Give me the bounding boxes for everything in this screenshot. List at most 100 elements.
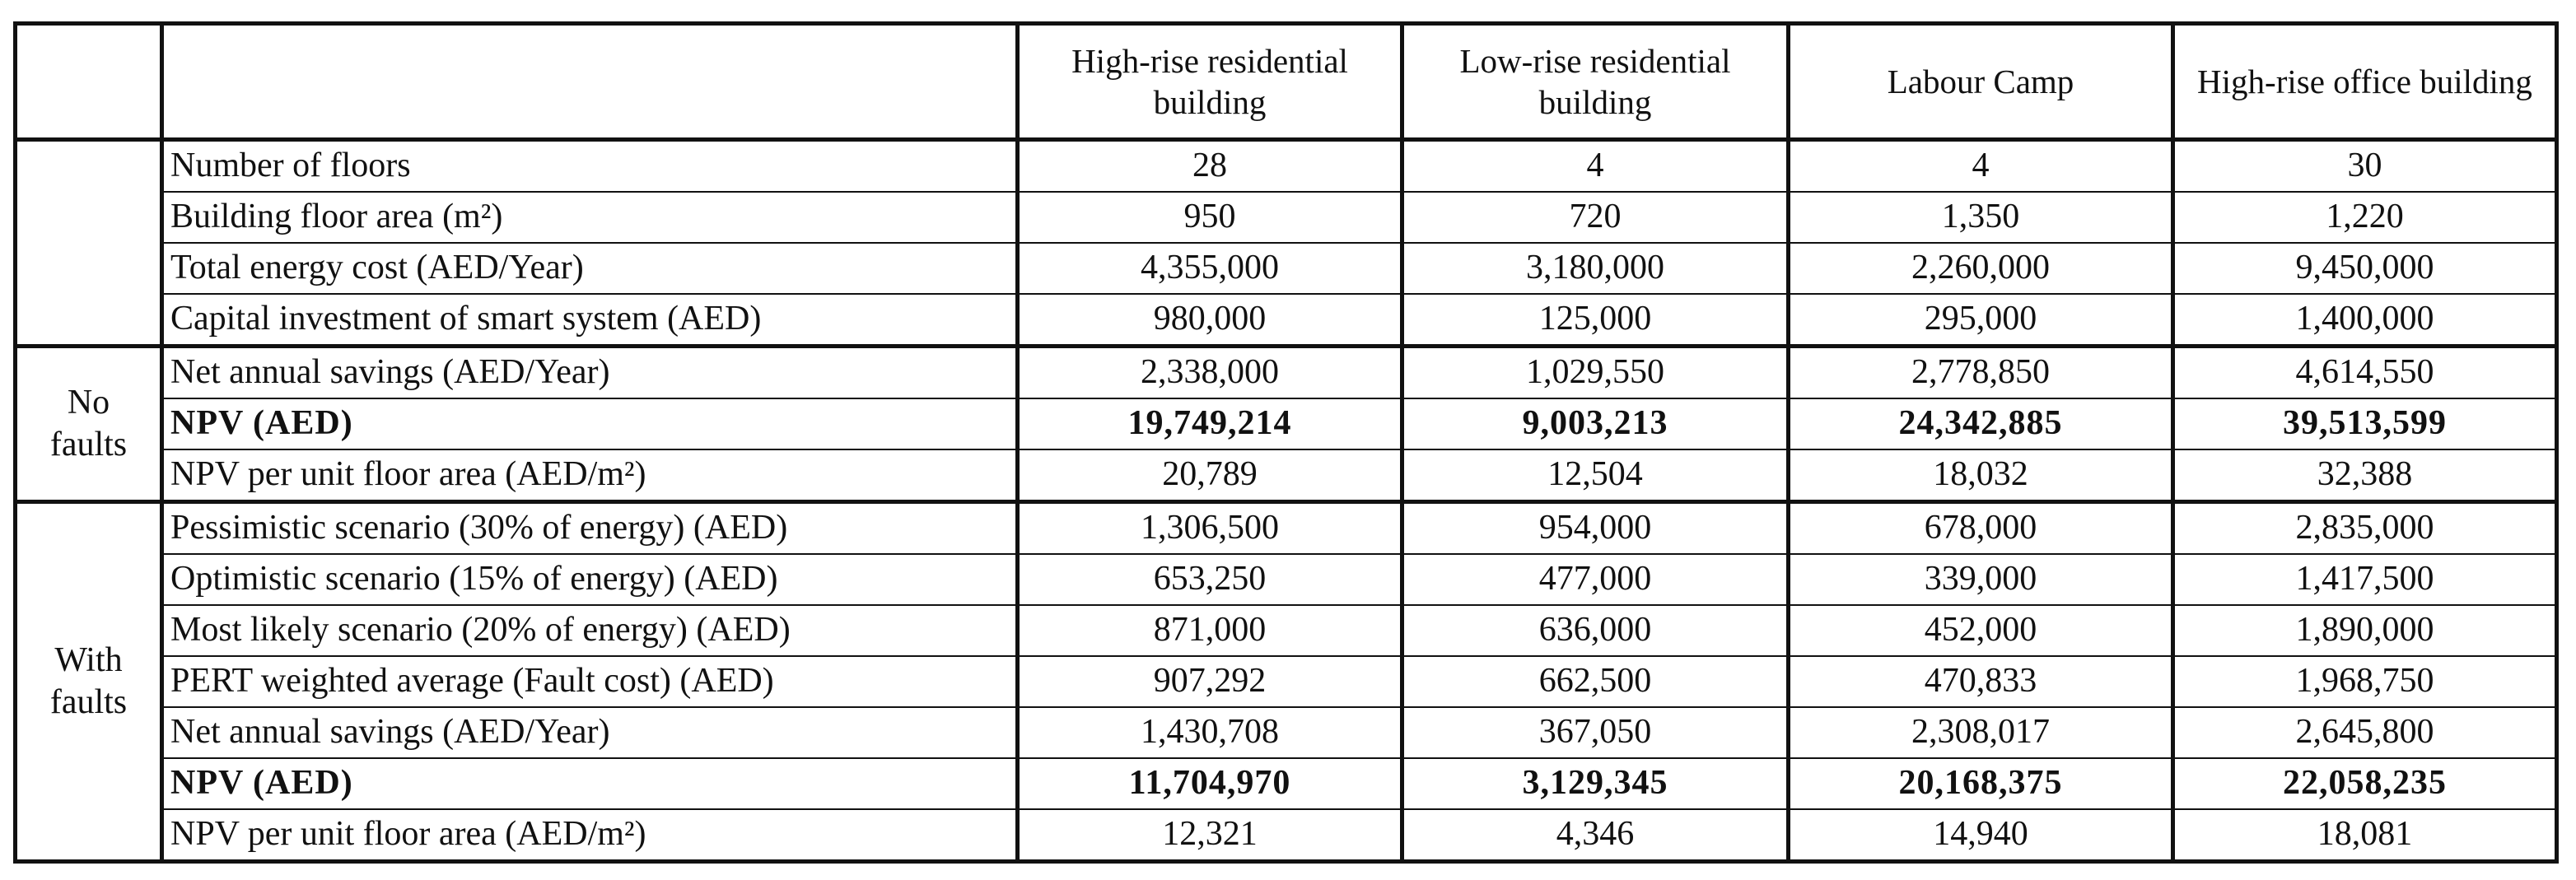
cell-value: 2,308,017 bbox=[1786, 706, 2175, 759]
header-corner bbox=[13, 23, 164, 142]
cell-value: 907,292 bbox=[1015, 655, 1404, 708]
row-label: NPV (AED) bbox=[160, 757, 1020, 810]
cell-value: 2,338,000 bbox=[1015, 344, 1404, 399]
row-label: Total energy cost (AED/Year) bbox=[160, 242, 1020, 295]
cell-value: 125,000 bbox=[1400, 293, 1790, 347]
table-row: Most likely scenario (20% of energy) (AE… bbox=[16, 604, 2559, 657]
cell-value: 20,168,375 bbox=[1786, 757, 2175, 810]
cell-value: 18,032 bbox=[1786, 449, 2175, 503]
cell-value: 24,342,885 bbox=[1786, 398, 2175, 450]
cell-value: 470,833 bbox=[1786, 655, 2175, 708]
cell-value: 950 bbox=[1015, 191, 1404, 244]
cell-value: 12,321 bbox=[1015, 808, 1404, 863]
row-label: Building floor area (m²) bbox=[160, 191, 1020, 244]
cell-value: 477,000 bbox=[1400, 553, 1790, 606]
cell-value: 3,180,000 bbox=[1400, 242, 1790, 295]
row-label: Capital investment of smart system (AED) bbox=[160, 293, 1020, 347]
table-wrapper: High-rise residential building Low-rise r… bbox=[13, 21, 2559, 864]
cell-value: 32,388 bbox=[2171, 449, 2559, 503]
cell-value: 4 bbox=[1786, 137, 2175, 193]
cell-value: 653,250 bbox=[1015, 553, 1404, 606]
group-label: With faults bbox=[13, 500, 164, 864]
cell-value: 2,260,000 bbox=[1786, 242, 2175, 295]
cell-value: 2,835,000 bbox=[2171, 500, 2559, 555]
cell-value: 39,513,599 bbox=[2171, 398, 2559, 450]
cell-value: 1,400,000 bbox=[2171, 293, 2559, 347]
cell-value: 678,000 bbox=[1786, 500, 2175, 555]
column-header: High-rise office building bbox=[2171, 23, 2559, 142]
cell-value: 1,220 bbox=[2171, 191, 2559, 244]
row-label: Number of floors bbox=[160, 137, 1020, 193]
cell-value: 1,306,500 bbox=[1015, 500, 1404, 555]
group-label-text: With faults bbox=[49, 640, 128, 721]
cell-value: 339,000 bbox=[1786, 553, 2175, 606]
row-label: NPV per unit floor area (AED/m²) bbox=[160, 808, 1020, 863]
table-row: NPV per unit floor area (AED/m²) 20,789 12… bbox=[16, 449, 2559, 503]
cell-value: 1,890,000 bbox=[2171, 604, 2559, 657]
table-row: Capital investment of smart system (AED)… bbox=[16, 293, 2559, 347]
table-row: Building floor area (m²) 950 720 1,350 1,220 bbox=[16, 191, 2559, 244]
cell-value: 4 bbox=[1400, 137, 1790, 193]
table-row: Optimistic scenario (15% of energy) (AED… bbox=[16, 553, 2559, 606]
group-label-text: No faults bbox=[49, 383, 128, 463]
row-label: Net annual savings (AED/Year) bbox=[160, 706, 1020, 759]
header-row: High-rise residential building Low-rise r… bbox=[13, 23, 2559, 142]
cell-value: 4,346 bbox=[1400, 808, 1790, 863]
cell-value: 19,749,214 bbox=[1015, 398, 1404, 450]
group-label: No faults bbox=[13, 344, 164, 504]
table-row: NPV per unit floor area (AED/m²) 12,321 4,… bbox=[16, 808, 2559, 863]
table-row: NPV (AED) 19,749,214 9,003,213 24,342,885 39… bbox=[16, 398, 2559, 450]
table-row: With faults Pessimistic scenario (30% of … bbox=[13, 500, 2559, 864]
row-label: NPV per unit floor area (AED/m²) bbox=[160, 449, 1020, 503]
table-row: No faults Net annual savings (AED/Year) 2,… bbox=[13, 344, 2559, 504]
header-corner bbox=[160, 23, 1020, 142]
cell-value: 662,500 bbox=[1400, 655, 1790, 708]
cell-value: 1,029,550 bbox=[1400, 344, 1790, 399]
table-row: PERT weighted average (Fault cost) (AED)… bbox=[16, 655, 2559, 708]
cell-value: 636,000 bbox=[1400, 604, 1790, 657]
cell-value: 295,000 bbox=[1786, 293, 2175, 347]
cell-value: 1,430,708 bbox=[1015, 706, 1404, 759]
cell-value: 9,450,000 bbox=[2171, 242, 2559, 295]
cell-value: 18,081 bbox=[2171, 808, 2559, 863]
cell-value: 452,000 bbox=[1786, 604, 2175, 657]
column-header: High-rise residential building bbox=[1015, 23, 1404, 142]
column-header: Low-rise residential building bbox=[1400, 23, 1790, 142]
row-label: NPV (AED) bbox=[160, 398, 1020, 450]
row-label: PERT weighted average (Fault cost) (AED) bbox=[160, 655, 1020, 708]
cell-value: 2,645,800 bbox=[2171, 706, 2559, 759]
table-head: High-rise residential building Low-rise r… bbox=[13, 23, 2559, 142]
cell-value: 871,000 bbox=[1015, 604, 1404, 657]
cell-value: 4,614,550 bbox=[2171, 344, 2559, 399]
results-table: High-rise residential building Low-rise r… bbox=[13, 21, 2559, 864]
cell-value: 14,940 bbox=[1786, 808, 2175, 863]
cell-value: 1,417,500 bbox=[2171, 553, 2559, 606]
table-row: Net annual savings (AED/Year) 1,430,708 36… bbox=[16, 706, 2559, 759]
row-label: Optimistic scenario (15% of energy) (AED… bbox=[160, 553, 1020, 606]
cell-value: 720 bbox=[1400, 191, 1790, 244]
cell-value: 980,000 bbox=[1015, 293, 1404, 347]
cell-value: 1,350 bbox=[1786, 191, 2175, 244]
cell-value: 11,704,970 bbox=[1015, 757, 1404, 810]
column-header: Labour Camp bbox=[1786, 23, 2175, 142]
cell-value: 367,050 bbox=[1400, 706, 1790, 759]
table-body: Number of floors 28 4 4 30 Building floor are… bbox=[13, 137, 2559, 864]
cell-value: 954,000 bbox=[1400, 500, 1790, 555]
cell-value: 20,789 bbox=[1015, 449, 1404, 503]
table-row: Total energy cost (AED/Year) 4,355,000 3,1… bbox=[16, 242, 2559, 295]
cell-value: 28 bbox=[1015, 137, 1404, 193]
row-label: Pessimistic scenario (30% of energy) (AE… bbox=[160, 500, 1020, 555]
cell-value: 22,058,235 bbox=[2171, 757, 2559, 810]
cell-value: 2,778,850 bbox=[1786, 344, 2175, 399]
table-row: NPV (AED) 11,704,970 3,129,345 20,168,375 22… bbox=[16, 757, 2559, 810]
row-label: Net annual savings (AED/Year) bbox=[160, 344, 1020, 399]
cell-value: 30 bbox=[2171, 137, 2559, 193]
cell-value: 3,129,345 bbox=[1400, 757, 1790, 810]
group-label bbox=[13, 137, 164, 348]
cell-value: 12,504 bbox=[1400, 449, 1790, 503]
row-label: Most likely scenario (20% of energy) (AE… bbox=[160, 604, 1020, 657]
cell-value: 4,355,000 bbox=[1015, 242, 1404, 295]
cell-value: 1,968,750 bbox=[2171, 655, 2559, 708]
cell-value: 9,003,213 bbox=[1400, 398, 1790, 450]
